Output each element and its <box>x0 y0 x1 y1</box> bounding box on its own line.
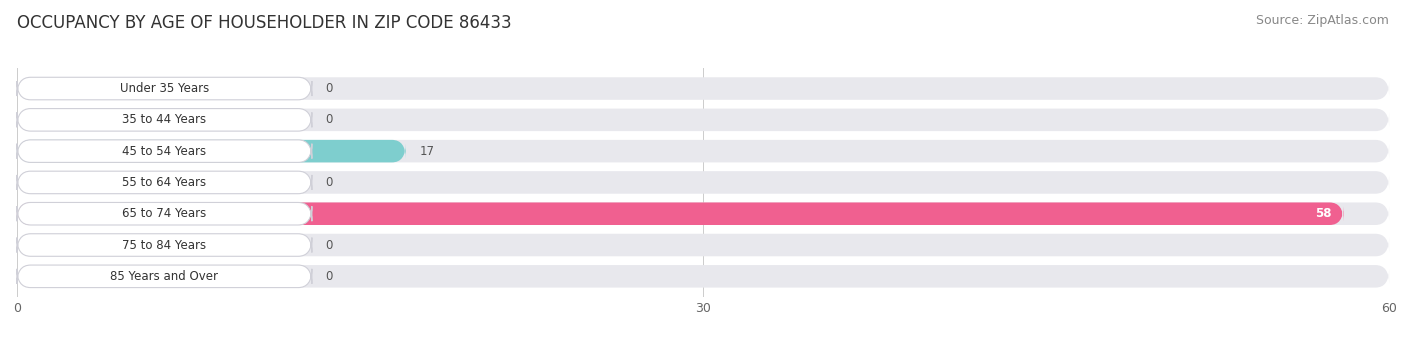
FancyBboxPatch shape <box>17 234 1389 256</box>
Text: Under 35 Years: Under 35 Years <box>120 82 209 95</box>
FancyBboxPatch shape <box>17 203 312 225</box>
Text: 75 to 84 Years: 75 to 84 Years <box>122 239 207 252</box>
Text: 58: 58 <box>1316 207 1331 220</box>
FancyBboxPatch shape <box>17 203 1389 225</box>
Text: 45 to 54 Years: 45 to 54 Years <box>122 145 207 158</box>
Text: 17: 17 <box>419 145 434 158</box>
FancyBboxPatch shape <box>17 171 1389 194</box>
FancyBboxPatch shape <box>17 140 312 162</box>
FancyBboxPatch shape <box>17 77 1389 100</box>
Text: 0: 0 <box>326 239 333 252</box>
Text: 35 to 44 Years: 35 to 44 Years <box>122 113 207 126</box>
Text: 0: 0 <box>326 176 333 189</box>
FancyBboxPatch shape <box>17 265 1389 287</box>
Text: 65 to 74 Years: 65 to 74 Years <box>122 207 207 220</box>
FancyBboxPatch shape <box>17 265 312 287</box>
FancyBboxPatch shape <box>17 108 312 131</box>
Text: 0: 0 <box>326 113 333 126</box>
Text: OCCUPANCY BY AGE OF HOUSEHOLDER IN ZIP CODE 86433: OCCUPANCY BY AGE OF HOUSEHOLDER IN ZIP C… <box>17 14 512 32</box>
FancyBboxPatch shape <box>17 203 1343 225</box>
Text: 55 to 64 Years: 55 to 64 Years <box>122 176 207 189</box>
FancyBboxPatch shape <box>17 234 312 256</box>
FancyBboxPatch shape <box>17 140 406 162</box>
Text: 0: 0 <box>326 270 333 283</box>
Text: 0: 0 <box>326 82 333 95</box>
FancyBboxPatch shape <box>17 140 1389 162</box>
Text: 85 Years and Over: 85 Years and Over <box>111 270 218 283</box>
FancyBboxPatch shape <box>17 171 312 194</box>
FancyBboxPatch shape <box>17 108 1389 131</box>
Text: Source: ZipAtlas.com: Source: ZipAtlas.com <box>1256 14 1389 27</box>
FancyBboxPatch shape <box>17 77 312 100</box>
